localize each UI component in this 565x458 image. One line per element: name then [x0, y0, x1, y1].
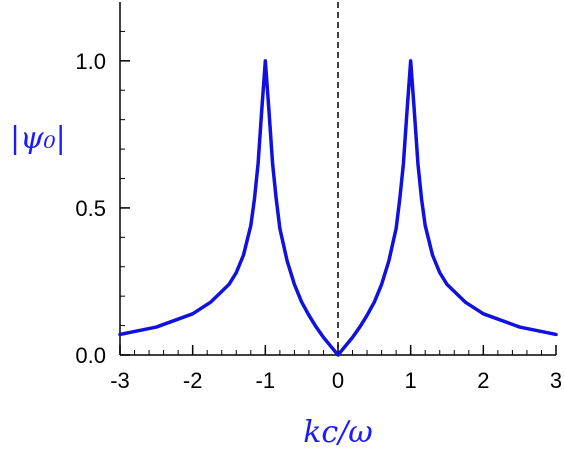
y-ticks: 0.0 0.5 1.0 — [75, 30, 130, 368]
x-tick-label: 2 — [477, 368, 489, 393]
x-tick-label: 0 — [332, 368, 344, 393]
y-tick-label: 0.0 — [75, 343, 106, 368]
x-tick-label: 3 — [550, 368, 562, 393]
x-ticks: -3 -2 -1 0 1 2 3 — [110, 345, 562, 393]
x-axis-label: kc/ω — [303, 415, 373, 450]
y-tick-label: 0.5 — [75, 196, 106, 221]
series-line-psi0 — [118, 59, 558, 357]
y-axis-label: |ψ₀| — [10, 121, 66, 156]
x-tick-label: -1 — [256, 368, 276, 393]
x-tick-label: -2 — [183, 368, 203, 393]
y-tick-label: 1.0 — [75, 49, 106, 74]
x-tick-label: 1 — [405, 368, 417, 393]
plot-area: -3 -2 -1 0 1 2 3 0.0 0.5 1.0 — [75, 2, 562, 393]
x-tick-label: -3 — [110, 368, 130, 393]
